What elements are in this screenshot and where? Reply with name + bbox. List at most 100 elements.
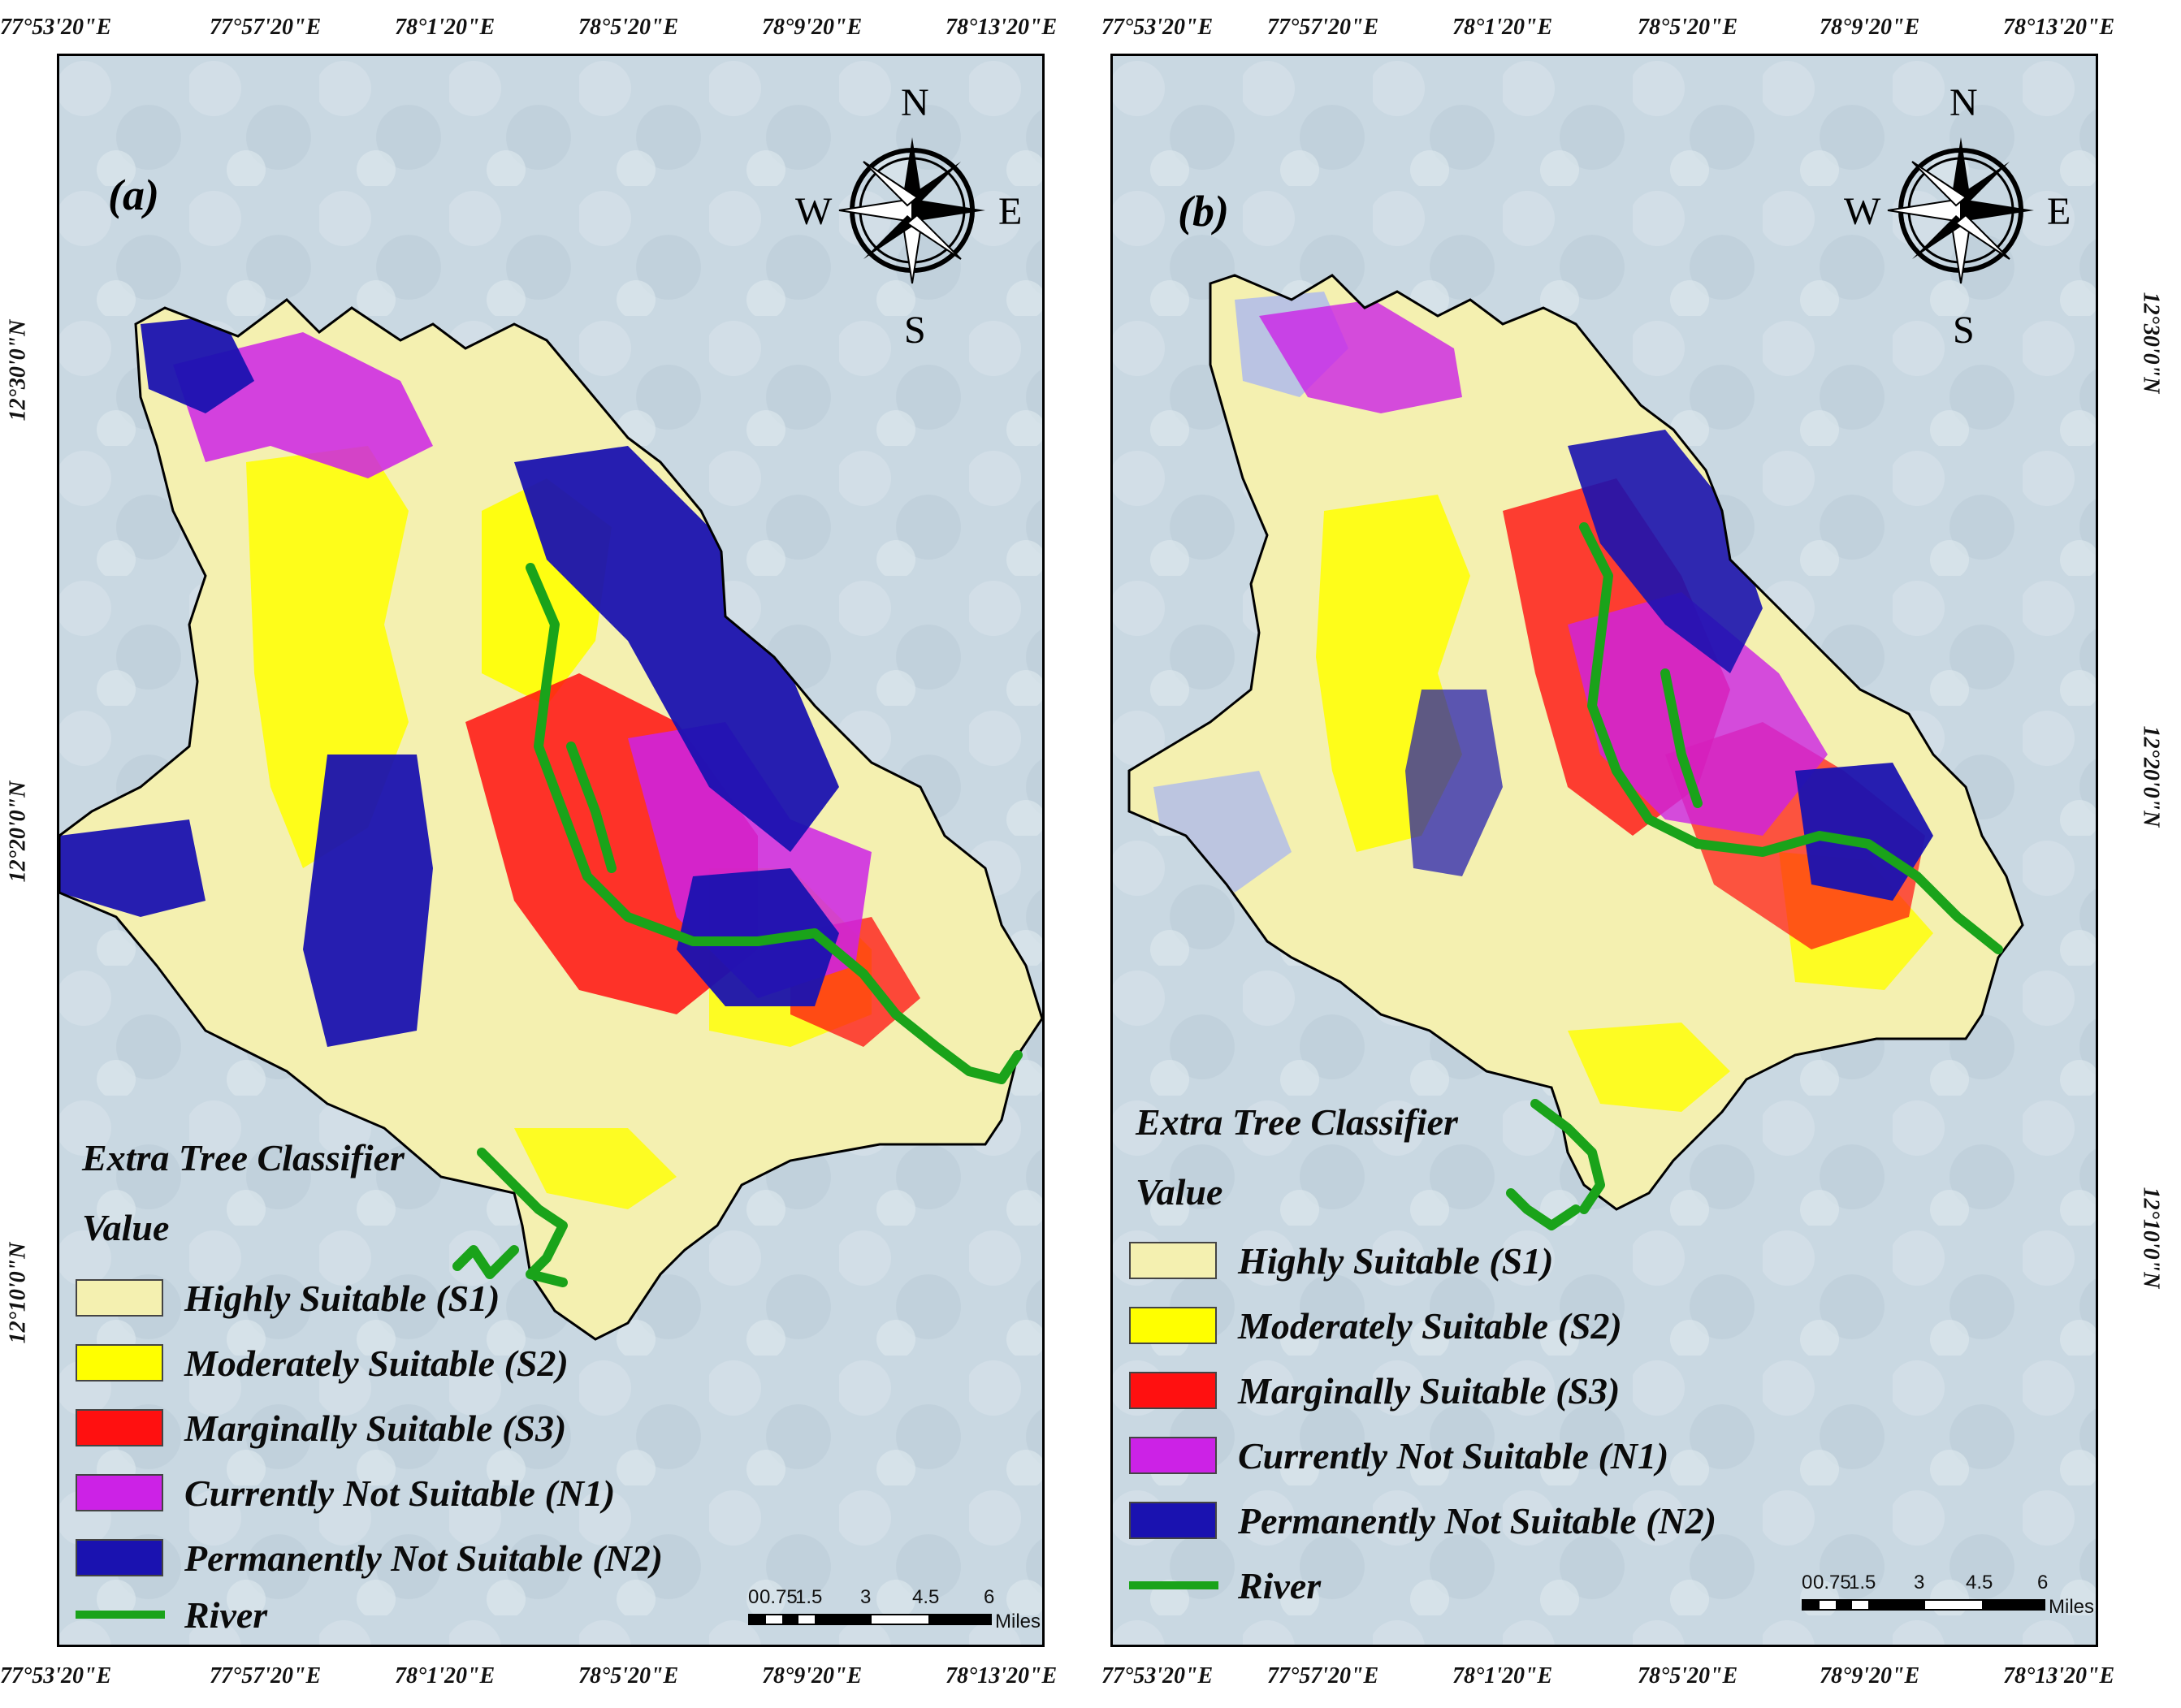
legend-item-s2: Moderately Suitable (S2) <box>76 1339 569 1386</box>
panel-label: (b) <box>1178 187 1229 236</box>
lat-tick-right: 12°30'0"N <box>2138 292 2164 394</box>
lon-tick-bottom: 78°5'20"E <box>1638 1663 1738 1689</box>
legend-item-s3: Marginally Suitable (S3) <box>76 1404 566 1451</box>
lat-tick-left: 12°30'0"N <box>5 319 31 422</box>
legend-swatch <box>1129 1502 1217 1539</box>
legend-label: Moderately Suitable (S2) <box>184 1342 569 1384</box>
compass-n-label: N <box>1949 81 1978 124</box>
legend-item-s2: Moderately Suitable (S2) <box>1129 1302 1622 1349</box>
lon-tick-top: 78°9'20"E <box>1820 15 1920 40</box>
legend-swatch <box>76 1539 163 1576</box>
lon-tick-top: 78°1'20"E <box>395 15 495 40</box>
legend-label: Moderately Suitable (S2) <box>1238 1304 1622 1347</box>
scale-tick: 1.5 <box>795 1586 823 1608</box>
compass-w-label: W <box>1844 190 1881 233</box>
compass-s-label: S <box>1953 309 1975 352</box>
scale-tick: 6 <box>984 1586 995 1608</box>
compass-w-label: W <box>795 190 833 233</box>
legend-label: Currently Not Suitable (N1) <box>1238 1434 1669 1477</box>
compass-n-label: N <box>901 81 929 124</box>
legend-swatch <box>76 1279 163 1317</box>
river-line <box>452 563 1023 1287</box>
scale-tick: 6 <box>2037 1572 2049 1593</box>
legend-swatch <box>1129 1372 1217 1409</box>
lat-tick-left: 12°20'0"N <box>5 780 31 883</box>
lon-tick-bottom: 78°1'20"E <box>395 1663 495 1689</box>
legend-label: River <box>184 1593 268 1636</box>
scale-bar-segments <box>748 1614 992 1625</box>
legend-value-heading: Value <box>82 1207 170 1248</box>
legend-label: Permanently Not Suitable (N2) <box>1238 1499 1717 1542</box>
lat-tick-left: 12°10'0"N <box>5 1242 31 1344</box>
lon-tick-bottom: 78°9'20"E <box>1820 1663 1920 1689</box>
lon-tick-top: 78°5'20"E <box>1638 15 1738 40</box>
lon-tick-bottom: 78°1'20"E <box>1452 1663 1553 1689</box>
legend-label: River <box>1238 1564 1322 1606</box>
lon-tick-bottom: 77°57'20"E <box>1267 1663 1379 1689</box>
lon-tick-top: 78°9'20"E <box>762 15 863 40</box>
compass-rose-icon <box>1887 137 2034 284</box>
legend-swatch <box>1129 1307 1217 1344</box>
river-legend-line <box>76 1611 165 1619</box>
lon-tick-bottom: 77°53'20"E <box>1101 1663 1214 1689</box>
scale-tick: 0.75 <box>759 1586 798 1608</box>
lon-tick-bottom: 77°53'20"E <box>0 1663 112 1689</box>
map-panel-b[interactable]: (b) N S E W Extra Tree Classifier Value … <box>1110 54 2098 1647</box>
scale-tick: 4.5 <box>1966 1572 1993 1593</box>
legend-item-river: River <box>76 1591 267 1638</box>
legend-item-river: River <box>1129 1562 1321 1609</box>
river-line <box>1506 522 2003 1230</box>
legend-item-s1: Highly Suitable (S1) <box>76 1274 500 1321</box>
scale-tick: 0.75 <box>1813 1572 1851 1593</box>
scale-bar-ticks: 0 0.75 1.5 3 4.5 6 <box>1802 1572 2070 1594</box>
lon-tick-bottom: 78°13'20"E <box>946 1663 1058 1689</box>
legend-swatch <box>76 1474 163 1511</box>
lat-tick-right: 12°10'0"N <box>2138 1187 2164 1289</box>
compass-rose-icon <box>838 137 985 284</box>
map-canvas-b <box>1113 56 2096 1645</box>
lon-tick-top: 77°53'20"E <box>0 15 112 40</box>
lon-tick-top: 78°5'20"E <box>578 15 679 40</box>
region-outline <box>59 298 1042 1341</box>
legend-label: Marginally Suitable (S3) <box>184 1407 567 1449</box>
map-canvas-a <box>59 56 1042 1645</box>
scale-bar: 0 0.75 1.5 3 4.5 6 Miles <box>748 1586 1041 1635</box>
scale-tick: 0 <box>748 1586 759 1608</box>
compass-s-label: S <box>904 309 926 352</box>
legend-title: Extra Tree Classifier <box>82 1137 405 1178</box>
north-arrow: N S E W <box>1844 81 2071 352</box>
legend-item-n1: Currently Not Suitable (N1) <box>76 1469 615 1516</box>
compass-e-label: E <box>2047 190 2071 233</box>
legend-value-heading: Value <box>1136 1171 1223 1213</box>
map-panel-a[interactable]: (a) N S E W Extra Tree Classifier Value … <box>57 54 1045 1647</box>
legend-item-s1: Highly Suitable (S1) <box>1129 1237 1553 1284</box>
scale-tick: 0 <box>1802 1572 1813 1593</box>
scale-unit: Miles <box>995 1611 1041 1632</box>
scale-bar-segments <box>1802 1599 2045 1611</box>
legend-label: Currently Not Suitable (N1) <box>184 1472 616 1514</box>
lon-tick-top: 77°57'20"E <box>1267 15 1379 40</box>
scale-bar: 0 0.75 1.5 3 4.5 6 Miles <box>1802 1572 2094 1620</box>
lon-tick-bottom: 77°57'20"E <box>210 1663 322 1689</box>
lon-tick-top: 78°1'20"E <box>1452 15 1553 40</box>
legend-swatch <box>76 1409 163 1446</box>
region-outline <box>1127 274 2024 1211</box>
legend-swatch <box>1129 1242 1217 1279</box>
north-arrow: N S E W <box>795 81 1022 352</box>
scale-unit: Miles <box>2049 1596 2095 1618</box>
panel-label: (a) <box>108 171 159 219</box>
legend-label: Permanently Not Suitable (N2) <box>184 1537 664 1579</box>
scale-tick: 1.5 <box>1849 1572 1876 1593</box>
legend-item-n2: Permanently Not Suitable (N2) <box>76 1534 663 1581</box>
scale-tick: 3 <box>860 1586 872 1608</box>
lon-tick-top: 77°53'20"E <box>1101 15 1214 40</box>
river-legend-line <box>1129 1581 1218 1589</box>
lon-tick-top: 78°13'20"E <box>2003 15 2115 40</box>
legend-item-s3: Marginally Suitable (S3) <box>1129 1367 1620 1414</box>
legend-title: Extra Tree Classifier <box>1136 1101 1458 1143</box>
scale-tick: 4.5 <box>912 1586 940 1608</box>
lat-tick-right: 12°20'0"N <box>2138 725 2164 828</box>
legend-label: Highly Suitable (S1) <box>1238 1239 1554 1282</box>
legend-item-n2: Permanently Not Suitable (N2) <box>1129 1497 1716 1544</box>
scale-tick: 3 <box>1914 1572 1925 1593</box>
